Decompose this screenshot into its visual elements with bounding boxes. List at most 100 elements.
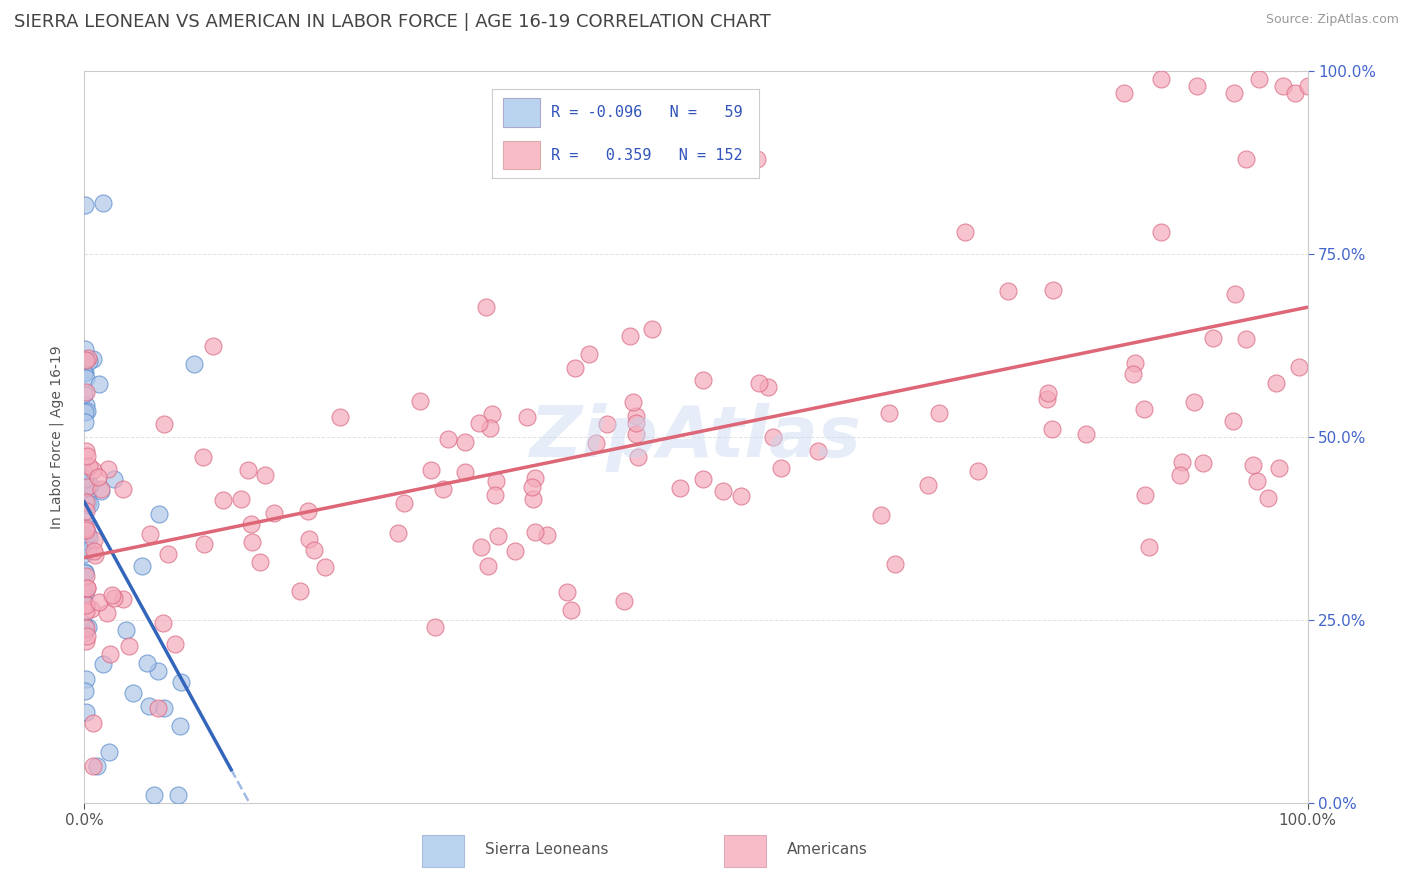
Point — [138, 698, 160, 713]
Point — [148, 507, 170, 521]
Point — [263, 507, 285, 521]
Point — [82, 716, 104, 731]
Point — [481, 407, 503, 421]
Point — [1236, 152, 1258, 166]
Point — [329, 409, 352, 424]
Point — [236, 463, 259, 477]
Point — [522, 492, 544, 507]
Point — [420, 463, 443, 477]
Point — [76, 496, 98, 510]
Point — [1133, 488, 1156, 502]
Point — [135, 657, 157, 671]
Point — [436, 432, 458, 446]
Point — [747, 152, 769, 166]
Text: R = -0.096   N =   59: R = -0.096 N = 59 — [551, 105, 742, 120]
Point — [1223, 286, 1246, 301]
Point — [138, 527, 160, 541]
Point — [83, 549, 105, 563]
Point — [75, 495, 97, 509]
Point — [470, 541, 492, 555]
Point — [298, 533, 321, 547]
Point — [392, 496, 415, 510]
Point — [101, 588, 124, 602]
Point — [536, 528, 558, 542]
Point — [1222, 414, 1244, 428]
Point — [624, 426, 647, 441]
Point — [77, 532, 100, 546]
Point — [524, 470, 547, 484]
Point — [585, 436, 607, 450]
Point — [1150, 71, 1173, 86]
Point — [90, 482, 112, 496]
Point — [122, 686, 145, 700]
Text: SIERRA LEONEAN VS AMERICAN IN LABOR FORCE | AGE 16-19 CORRELATION CHART: SIERRA LEONEAN VS AMERICAN IN LABOR FORC… — [14, 13, 770, 31]
Point — [76, 480, 98, 494]
Point — [170, 674, 193, 689]
Point — [103, 591, 125, 605]
Point — [1150, 225, 1173, 239]
Point — [98, 647, 121, 661]
Point — [503, 544, 526, 558]
Point — [75, 444, 97, 458]
Point — [475, 300, 498, 314]
Point — [82, 759, 104, 773]
Point — [183, 357, 205, 371]
Point — [884, 557, 907, 571]
Point — [75, 604, 97, 618]
Point — [212, 493, 235, 508]
Point — [75, 621, 97, 635]
Point — [75, 672, 97, 686]
Point — [409, 393, 432, 408]
Point — [91, 196, 114, 211]
Point — [153, 417, 176, 432]
Point — [76, 404, 98, 418]
Point — [711, 483, 734, 498]
Point — [928, 406, 950, 420]
Point — [77, 351, 100, 365]
Point — [77, 458, 100, 473]
Point — [193, 450, 215, 464]
Point — [454, 465, 477, 479]
Point — [486, 528, 509, 542]
Point — [1247, 71, 1270, 86]
Point — [967, 464, 990, 478]
Point — [73, 342, 96, 356]
Point — [770, 461, 793, 475]
Point — [626, 416, 648, 430]
Text: Americans: Americans — [787, 842, 869, 857]
Point — [516, 410, 538, 425]
Point — [387, 525, 409, 540]
Point — [87, 377, 110, 392]
Point — [73, 582, 96, 596]
Point — [143, 789, 166, 803]
Point — [997, 284, 1019, 298]
Point — [75, 598, 97, 612]
Point — [624, 409, 647, 424]
Point — [692, 373, 714, 387]
Point — [484, 488, 506, 502]
Text: R =   0.359   N = 152: R = 0.359 N = 152 — [551, 148, 742, 162]
Point — [1040, 422, 1063, 436]
Point — [76, 581, 98, 595]
Point — [1042, 283, 1064, 297]
Point — [73, 533, 96, 548]
Point — [201, 339, 224, 353]
Point — [1246, 474, 1268, 488]
Point — [1170, 455, 1192, 469]
Point — [564, 360, 586, 375]
Point — [555, 585, 578, 599]
Point — [314, 560, 336, 574]
Point — [1114, 87, 1136, 101]
Point — [73, 534, 96, 549]
Point — [297, 504, 319, 518]
Point — [578, 347, 600, 361]
Point — [97, 462, 120, 476]
Point — [1122, 367, 1144, 381]
Point — [73, 625, 96, 640]
Bar — [503, 141, 540, 169]
Point — [90, 484, 112, 499]
Point — [73, 386, 96, 401]
Point — [146, 664, 169, 678]
Point — [756, 380, 779, 394]
Point — [1187, 78, 1209, 93]
